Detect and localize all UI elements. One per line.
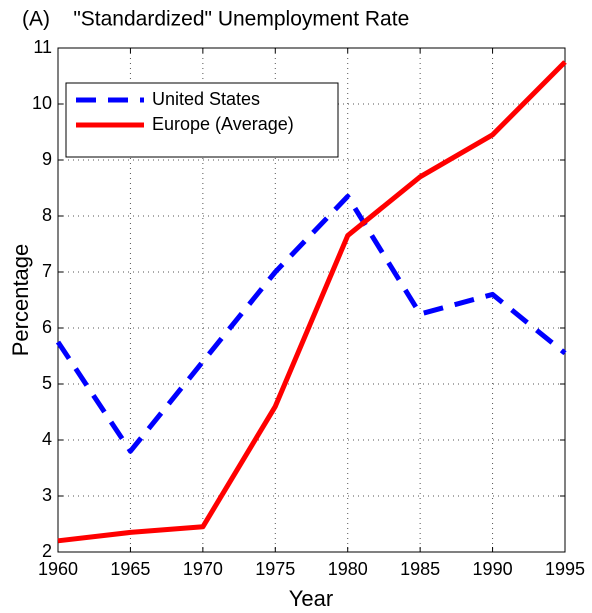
x-axis-label: Year (289, 586, 333, 611)
x-tick-label: 1965 (110, 559, 150, 579)
x-tick-label: 1960 (38, 559, 78, 579)
legend-box (65, 82, 339, 158)
x-tick-label: 1985 (400, 559, 440, 579)
x-tick-label: 1975 (255, 559, 295, 579)
legend-label: Europe (Average) (152, 114, 294, 134)
y-tick-label: 10 (32, 93, 52, 113)
y-tick-label: 4 (42, 429, 52, 449)
chart-title: (A) "Standardized" Unemployment Rate (22, 8, 409, 31)
y-tick-label: 5 (42, 373, 52, 393)
x-tick-label: 1980 (328, 559, 368, 579)
plot-frame (57, 47, 566, 553)
y-tick-label: 8 (42, 205, 52, 225)
y-tick-label: 11 (33, 37, 52, 57)
y-tick-label: 3 (42, 485, 52, 505)
legend-label: United States (152, 89, 260, 109)
x-tick-label: 1990 (473, 559, 513, 579)
y-axis-label: Percentage (8, 244, 33, 357)
y-tick-label: 6 (42, 317, 52, 337)
y-tick-label: 9 (42, 149, 52, 169)
y-tick-label: 2 (42, 541, 52, 561)
x-tick-label: 1970 (183, 559, 223, 579)
x-tick-label: 1995 (545, 559, 585, 579)
y-tick-label: 7 (42, 261, 52, 281)
data-line (57, 60, 567, 544)
